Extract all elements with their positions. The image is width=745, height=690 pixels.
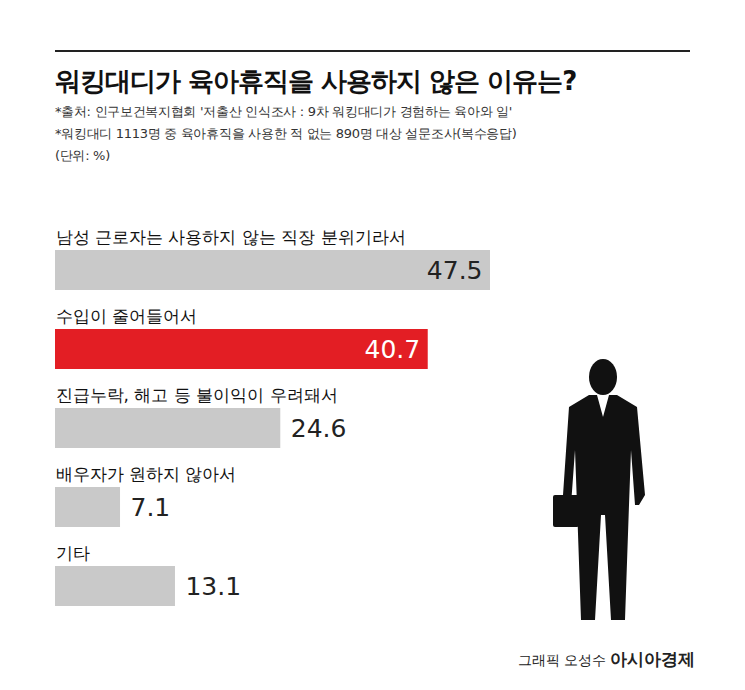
svg-text:진급누락, 해고 등 불이익이 우려돼서: 진급누락, 해고 등 불이익이 우려돼서 — [56, 385, 338, 405]
html-text:그래픽 오성수 아시아경제: 그래픽 오성수 아시아경제 — [517, 649, 695, 669]
svg-text:기타: 기타 — [56, 543, 90, 563]
svg-text:13.1: 13.1 — [185, 572, 241, 601]
svg-text:수입이 줄어들어서: 수입이 줄어들어서 — [56, 306, 197, 326]
svg-text:7.1: 7.1 — [131, 493, 171, 522]
html-text:워킹대디가 육아휴직을 사용하지 않은 이유는?: 워킹대디가 육아휴직을 사용하지 않은 이유는? — [55, 66, 577, 96]
svg-text:47.5: 47.5 — [427, 256, 483, 285]
svg-text:남성 근로자는 사용하지 않는 직장 분위기라서: 남성 근로자는 사용하지 않는 직장 분위기라서 — [56, 227, 406, 247]
html-text:*출처: 인구보건복지협회 '저출산 인식조사 : 9차 워: *출처: 인구보건복지협회 '저출산 인식조사 : 9차 워킹대디가 경험하는 … — [55, 104, 513, 119]
svg-text:배우자가 원하지 않아서: 배우자가 원하지 않아서 — [56, 464, 237, 484]
svg-text:40.7: 40.7 — [365, 335, 421, 364]
svg-text:24.6: 24.6 — [291, 414, 347, 443]
html-text:*워킹대디 1113명 중 육아휴직을 사용한 적 없는 8: *워킹대디 1113명 중 육아휴직을 사용한 적 없는 890명 대상 설문조… — [55, 126, 517, 141]
html-text:(단위: %): (단위: %) — [55, 148, 110, 163]
